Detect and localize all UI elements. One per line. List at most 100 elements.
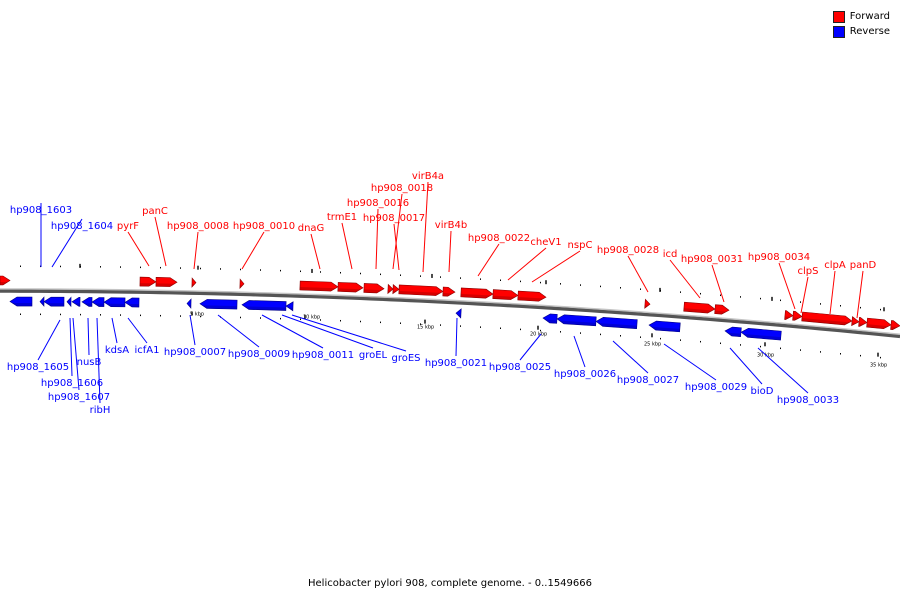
gene-label-hp908-0028[interactable]: hp908_0028 <box>597 245 659 256</box>
minor-tick-top <box>700 292 701 295</box>
gene-label-panc[interactable]: panC <box>142 206 168 217</box>
gene-shade <box>726 332 741 337</box>
gene-shade <box>460 293 491 299</box>
reverse-leader <box>757 347 809 394</box>
gene-label-biod[interactable]: bioD <box>751 386 774 397</box>
gene-label-hp908-0009[interactable]: hp908_0009 <box>228 349 290 360</box>
gene-arrow <box>103 297 126 308</box>
minor-tick-top <box>740 296 741 298</box>
gene-label-hp908-0027[interactable]: hp908_0027 <box>617 375 679 386</box>
gene-shade <box>851 322 857 326</box>
reverse-leader <box>37 319 61 361</box>
gene-label-pand[interactable]: panD <box>850 260 877 271</box>
gene-arrow <box>71 297 81 307</box>
gene-label-clpa[interactable]: clpA <box>824 260 846 271</box>
gene-label-virb4a[interactable]: virB4a <box>412 171 444 182</box>
gene-label-icfa1[interactable]: icfA1 <box>135 345 160 356</box>
forward-gene-13 <box>492 289 519 300</box>
forward-leader <box>448 230 452 273</box>
minor-tick-bottom <box>760 345 761 348</box>
forward-gene-10 <box>398 284 444 296</box>
gene-label-hp908-1607[interactable]: hp908_1607 <box>48 392 110 403</box>
gene-label-hp908-0016[interactable]: hp908_0016 <box>347 198 409 209</box>
gene-shade <box>866 324 889 329</box>
gene-shade <box>191 284 195 288</box>
forward-leader <box>829 270 836 315</box>
tick-label: 10 kbp <box>303 315 320 321</box>
gene-label-hp908-0033[interactable]: hp908_0033 <box>777 395 839 406</box>
gene-shade <box>714 310 727 315</box>
minor-tick-top <box>120 266 121 268</box>
gene-label-hp908-1606[interactable]: hp908_1606 <box>41 378 103 389</box>
minor-tick-bottom <box>540 329 541 332</box>
forward-leader <box>800 276 809 314</box>
gene-arrow <box>595 317 638 330</box>
gene-label-hp908-0029[interactable]: hp908_0029 <box>685 382 747 393</box>
gene-arrow <box>0 275 11 286</box>
gene-label-dnag[interactable]: dnaG <box>298 223 325 234</box>
gene-label-hp908-0025[interactable]: hp908_0025 <box>489 362 551 373</box>
reverse-gene-39 <box>542 313 558 324</box>
gene-label-hp908-0021[interactable]: hp908_0021 <box>425 358 487 369</box>
gene-label-hp908-0008[interactable]: hp908_0008 <box>167 221 229 232</box>
gene-label-hp908-0031[interactable]: hp908_0031 <box>681 254 743 265</box>
gene-label-pyrf[interactable]: pyrF <box>117 221 139 232</box>
gene-label-groel[interactable]: groEL <box>359 350 388 361</box>
gene-label-hp908-0022[interactable]: hp908_0022 <box>468 233 530 244</box>
gene-arrow <box>648 320 681 333</box>
gene-label-groes[interactable]: groES <box>391 353 420 364</box>
minor-tick-bottom <box>20 313 21 316</box>
forward-gene-1 <box>139 276 157 287</box>
minor-tick-bottom <box>440 324 441 326</box>
minor-tick-top <box>860 306 861 309</box>
gene-label-kdsa[interactable]: kdsA <box>105 345 129 356</box>
gene-label-hp908-0007[interactable]: hp908_0007 <box>164 347 226 358</box>
forward-gene-9 <box>392 284 400 295</box>
forward-leader <box>241 231 265 270</box>
gene-label-hp908-0011[interactable]: hp908_0011 <box>292 350 354 361</box>
minor-tick-bottom <box>120 314 121 316</box>
gene-label-trme1[interactable]: trmE1 <box>327 212 357 223</box>
forward-leader <box>627 255 649 293</box>
gene-arrow <box>556 314 597 327</box>
gene-label-nusb[interactable]: nusB <box>77 357 102 368</box>
minor-tick-bottom <box>80 313 81 316</box>
tick-label: 20 kbp <box>530 332 547 338</box>
reverse-leader <box>291 314 407 352</box>
label-leaders <box>37 181 864 404</box>
minor-tick-top <box>60 265 61 268</box>
gene-label-hp908-1604[interactable]: hp908_1604 <box>51 221 113 232</box>
forward-gene-14 <box>517 290 547 302</box>
gene-label-nspc[interactable]: nspC <box>568 240 593 251</box>
gene-label-hp908-0017[interactable]: hp908_0017 <box>363 213 425 224</box>
minor-tick-top <box>440 276 441 278</box>
forward-gene-5 <box>299 280 339 292</box>
gene-label-chev1[interactable]: cheV1 <box>530 237 561 248</box>
gene-label-hp908-0010[interactable]: hp908_0010 <box>233 221 295 232</box>
gene-shade <box>363 289 382 293</box>
forward-gene-4 <box>239 278 245 290</box>
gene-arrow <box>191 277 197 288</box>
gene-label-hp908-0034[interactable]: hp908_0034 <box>748 252 810 263</box>
gene-label-hp908-0026[interactable]: hp908_0026 <box>554 369 616 380</box>
gene-label-virb4b[interactable]: virB4b <box>435 220 467 231</box>
forward-gene-18 <box>784 310 794 320</box>
minor-tick-bottom <box>100 314 101 316</box>
minor-tick-top <box>800 301 801 303</box>
tick-label: 15 kbp <box>417 325 434 331</box>
minor-tick-bottom <box>420 323 421 325</box>
reverse-leader <box>72 317 80 391</box>
forward-gene-3 <box>191 277 197 288</box>
gene-label-hp908-1605[interactable]: hp908_1605 <box>7 362 69 373</box>
gene-shade <box>492 295 516 300</box>
gene-label-clps[interactable]: clpS <box>798 266 819 277</box>
gene-arrow <box>124 297 140 308</box>
gene-arrow <box>455 308 462 319</box>
gene-label-icd[interactable]: icd <box>663 249 678 260</box>
gene-label-ribh[interactable]: ribH <box>90 405 111 416</box>
forward-leader <box>193 231 199 270</box>
gene-arrow <box>155 277 178 287</box>
gene-label-hp908-0018[interactable]: hp908_0018 <box>371 183 433 194</box>
gene-label-hp908-1603[interactable]: hp908_1603 <box>10 205 72 216</box>
forward-gene-19 <box>792 310 803 321</box>
